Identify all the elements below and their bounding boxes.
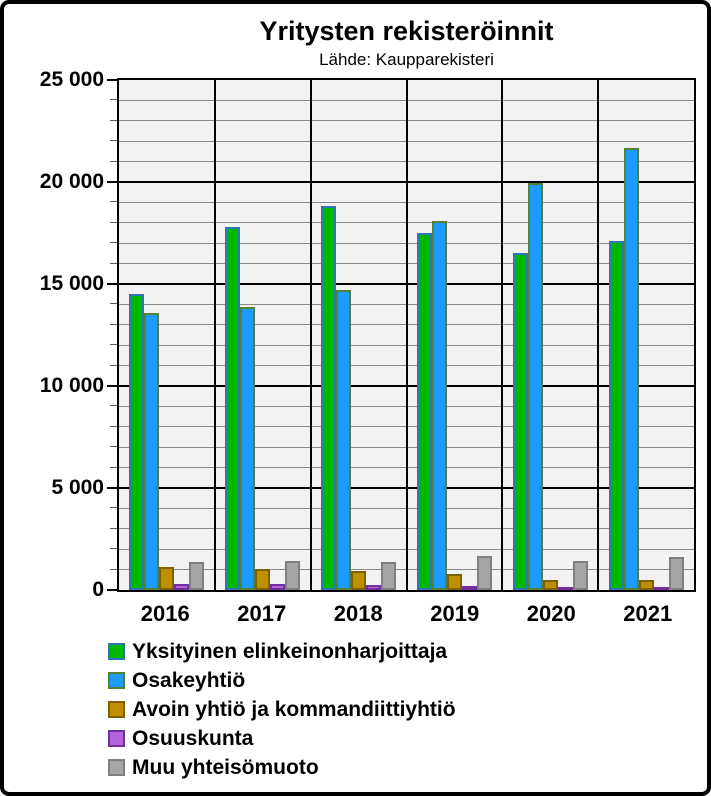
bar-osuuskunta-2016	[174, 583, 190, 590]
y-minor-tick	[110, 140, 117, 142]
category-separator	[405, 80, 408, 590]
bar-avoin-2020	[542, 580, 558, 590]
category-separator	[501, 80, 504, 590]
y-minor-tick	[110, 446, 117, 448]
plot-area	[117, 78, 696, 592]
legend-label: Osuuskunta	[132, 726, 254, 750]
bar-avoin-2016	[159, 566, 175, 590]
y-minor-tick	[110, 527, 117, 529]
bar-yksityinen-2018	[321, 206, 337, 590]
bar-avoin-2018	[351, 570, 367, 590]
category-separator	[213, 80, 216, 590]
legend-label: Osakeyhtiö	[132, 668, 246, 692]
y-tick-label: 15 000	[39, 272, 104, 295]
x-tick-label: 2016	[140, 601, 190, 626]
legend-label: Muu yhteisömuoto	[132, 755, 319, 779]
y-major-tick	[107, 181, 117, 183]
legend-swatch	[108, 759, 125, 776]
legend-item-muu: Muu yhteisömuoto	[108, 753, 456, 782]
y-minor-tick	[110, 160, 117, 162]
bar-osuuskunta-2017	[270, 584, 286, 590]
y-minor-tick	[110, 303, 117, 305]
y-minor-tick	[110, 405, 117, 407]
bar-muu-2021	[668, 557, 684, 590]
x-tick-label: 2021	[623, 601, 673, 626]
bar-osuuskunta-2020	[557, 587, 573, 590]
y-minor-tick	[110, 364, 117, 366]
y-minor-tick	[110, 99, 117, 101]
bar-osakeyhti-2018	[336, 290, 352, 590]
y-major-tick	[107, 385, 117, 387]
x-tick-label: 2019	[430, 601, 480, 626]
category-separator	[309, 80, 312, 590]
bar-yksityinen-2019	[416, 233, 432, 590]
y-minor-tick	[110, 568, 117, 570]
chart-title: Yritysten rekisteröinnit	[259, 16, 554, 46]
category-separator	[597, 80, 600, 590]
y-minor-tick	[110, 466, 117, 468]
legend-item-yksityinen: Yksityinen elinkeinonharjoittaja	[108, 637, 456, 666]
x-tick-label: 2018	[333, 601, 383, 626]
y-major-tick	[107, 487, 117, 489]
y-minor-tick	[110, 323, 117, 325]
y-minor-tick	[110, 242, 117, 244]
bar-avoin-2017	[255, 568, 271, 590]
y-minor-tick	[110, 262, 117, 264]
bar-osakeyhti-2020	[527, 183, 543, 590]
bar-yksityinen-2021	[608, 241, 624, 590]
y-minor-tick	[110, 425, 117, 427]
bar-avoin-2021	[638, 579, 654, 590]
y-major-tick	[107, 589, 117, 591]
y-tick-label: 0	[92, 578, 104, 601]
y-minor-tick	[110, 119, 117, 121]
y-tick-label: 10 000	[39, 374, 104, 397]
bar-muu-2016	[189, 562, 205, 590]
bar-muu-2018	[381, 562, 397, 590]
legend-item-avoin: Avoin yhtiö ja kommandiittiyhtiö	[108, 695, 456, 724]
legend-item-osuuskunta: Osuuskunta	[108, 724, 456, 753]
y-tick-label: 5 000	[51, 476, 104, 499]
bar-osakeyhti-2019	[431, 220, 447, 590]
bar-muu-2020	[572, 560, 588, 590]
bar-osakeyhti-2021	[623, 148, 639, 590]
chart-subtitle: Lähde: Kaupparekisteri	[319, 50, 494, 69]
y-major-tick	[107, 283, 117, 285]
y-minor-tick	[110, 221, 117, 223]
y-minor-tick	[110, 507, 117, 509]
legend-item-osakeyhti: Osakeyhtiö	[108, 666, 456, 695]
x-tick-label: 2017	[237, 601, 287, 626]
bar-muu-2019	[476, 556, 492, 590]
y-minor-tick	[110, 548, 117, 550]
bar-osuuskunta-2018	[366, 584, 382, 590]
bar-yksityinen-2016	[129, 294, 145, 590]
y-major-tick	[107, 79, 117, 81]
legend-swatch	[108, 643, 125, 660]
bar-muu-2017	[285, 561, 301, 590]
bar-osakeyhti-2016	[144, 312, 160, 590]
legend-swatch	[108, 672, 125, 689]
bar-yksityinen-2017	[225, 226, 241, 590]
y-minor-tick	[110, 344, 117, 346]
x-tick-label: 2020	[526, 601, 576, 626]
y-tick-label: 20 000	[39, 170, 104, 193]
bar-osakeyhti-2017	[240, 307, 256, 590]
legend-label: Avoin yhtiö ja kommandiittiyhtiö	[132, 697, 456, 721]
y-minor-tick	[110, 201, 117, 203]
legend-label: Yksityinen elinkeinonharjoittaja	[132, 639, 448, 663]
y-tick-label: 25 000	[39, 68, 104, 91]
legend-swatch	[108, 701, 125, 718]
bar-osuuskunta-2021	[653, 587, 669, 590]
bar-osuuskunta-2019	[461, 585, 477, 590]
bar-avoin-2019	[446, 574, 462, 590]
x-axis: 2016 2017 2018 2019 2020 2021	[117, 601, 696, 627]
legend-swatch	[108, 730, 125, 747]
bar-yksityinen-2020	[512, 253, 528, 590]
legend: Yksityinen elinkeinonharjoittaja Osakeyht…	[108, 637, 456, 782]
